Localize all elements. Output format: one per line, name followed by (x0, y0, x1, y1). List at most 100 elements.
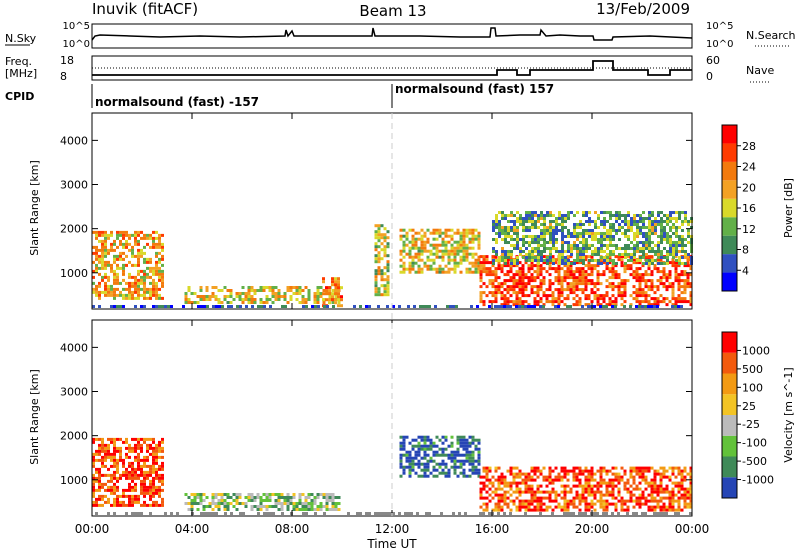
velocity-ground-cell (665, 512, 668, 515)
velocity-echo-cell (256, 508, 260, 511)
power-echo-cell (612, 238, 615, 241)
power-echo-cell (531, 211, 534, 214)
power-echo-cell (515, 297, 519, 301)
velocity-echo-cell (423, 474, 427, 478)
velocity-echo-cell (596, 487, 600, 491)
velocity-echo-cell (689, 487, 693, 491)
velocity-echo-cell (518, 508, 522, 512)
velocity-echo-cell (497, 493, 501, 497)
power-echo-cell (689, 282, 693, 286)
velocity-echo-cell (134, 455, 137, 459)
velocity-echo-cell (491, 490, 495, 494)
velocity-echo-cell (462, 444, 466, 448)
velocity-echo-cell (313, 499, 317, 502)
velocity-echo-cell (545, 490, 549, 494)
power-echo-cell (515, 300, 519, 304)
velocity-echo-cell (518, 487, 522, 491)
velocity-echo-cell (190, 508, 194, 511)
power-echo-cell (497, 264, 501, 268)
power-echo-cell (479, 255, 483, 259)
power-echo-cell (292, 292, 296, 295)
velocity-echo-cell (226, 508, 230, 511)
power-echo-cell (184, 292, 188, 295)
power-echo-cell (116, 245, 119, 249)
power-echo-cell (567, 262, 570, 265)
freq-panel: Freq. [MHz] 18 8 60 0 Nave (5, 54, 774, 83)
power-echo-cell (555, 226, 558, 229)
power-echo-cell (623, 282, 627, 286)
power-echo-cell (482, 303, 486, 307)
power-echo-cell (134, 284, 137, 288)
power-ground-cell (425, 305, 428, 308)
power-echo-cell (548, 264, 552, 268)
power-echo-cell (552, 262, 555, 265)
velocity-echo-cell (399, 435, 403, 439)
power-echo-cell (528, 229, 531, 232)
velocity-echo-cell (161, 473, 164, 477)
power-echo-cell (669, 247, 672, 250)
power-echo-cell (134, 281, 137, 285)
power-echo-cell (680, 291, 684, 295)
power-echo-cell (683, 282, 687, 286)
velocity-echo-cell (566, 502, 570, 506)
power-echo-cell (498, 232, 501, 235)
power-ground-cell (674, 305, 677, 308)
power-echo-cell (125, 296, 128, 300)
velocity-echo-cell (500, 481, 504, 485)
power-echo-cell (647, 279, 651, 283)
power-echo-cell (471, 231, 475, 235)
power-echo-cell (567, 235, 570, 238)
power-echo-cell (584, 270, 588, 274)
velocity-echo-cell (650, 484, 654, 488)
power-echo-cell (334, 280, 337, 284)
velocity-echo-cell (659, 487, 663, 491)
power-echo-cell (587, 303, 591, 307)
velocity-echo-cell (104, 452, 107, 456)
power-echo-cell (193, 301, 197, 304)
velocity-echo-cell (632, 499, 636, 503)
velocity-echo-cell (199, 502, 203, 505)
velocity-echo-cell (155, 458, 158, 462)
power-echo-cell (101, 266, 104, 270)
power-echo-cell (402, 267, 406, 271)
power-echo-cell (149, 236, 152, 240)
power-echo-cell (527, 270, 531, 274)
power-echo-cell (386, 245, 390, 249)
power-echo-cell (268, 286, 272, 289)
power-echo-cell (500, 285, 504, 289)
power-echo-cell (146, 272, 149, 276)
power-echo-cell (656, 270, 660, 274)
power-echo-cell (614, 276, 618, 280)
velocity-echo-cell (202, 505, 206, 508)
power-echo-cell (456, 240, 460, 244)
velocity-echo-cell (665, 496, 669, 500)
power-echo-cell (588, 223, 591, 226)
velocity-echo-cell (134, 458, 137, 462)
power-echo-cell (609, 214, 612, 217)
power-echo-cell (295, 289, 299, 292)
velocity-echo-cell (417, 462, 421, 466)
velocity-echo-cell (125, 473, 128, 477)
power-echo-cell (377, 227, 381, 231)
power-echo-cell (687, 235, 690, 238)
velocity-echo-cell (671, 481, 675, 485)
power-echo-cell (573, 226, 576, 229)
power-echo-cell (648, 217, 651, 220)
power-echo-cell (158, 266, 161, 270)
velocity-echo-cell (107, 488, 110, 492)
velocity-echo-cell (155, 473, 158, 477)
power-echo-cell (654, 253, 657, 256)
velocity-echo-cell (116, 479, 119, 483)
power-echo-cell (666, 250, 669, 253)
power-echo-cell (614, 285, 618, 289)
power-echo-cell (578, 288, 582, 292)
power-echo-cell (377, 257, 381, 261)
velocity-echo-cell (515, 475, 519, 479)
power-echo-cell (477, 261, 481, 265)
power-echo-cell (519, 217, 522, 220)
power-echo-cell (494, 255, 498, 259)
power-echo-cell (507, 226, 510, 229)
power-echo-cell (575, 285, 579, 289)
power-echo-cell (611, 300, 615, 304)
velocity-echo-cell (125, 446, 128, 450)
